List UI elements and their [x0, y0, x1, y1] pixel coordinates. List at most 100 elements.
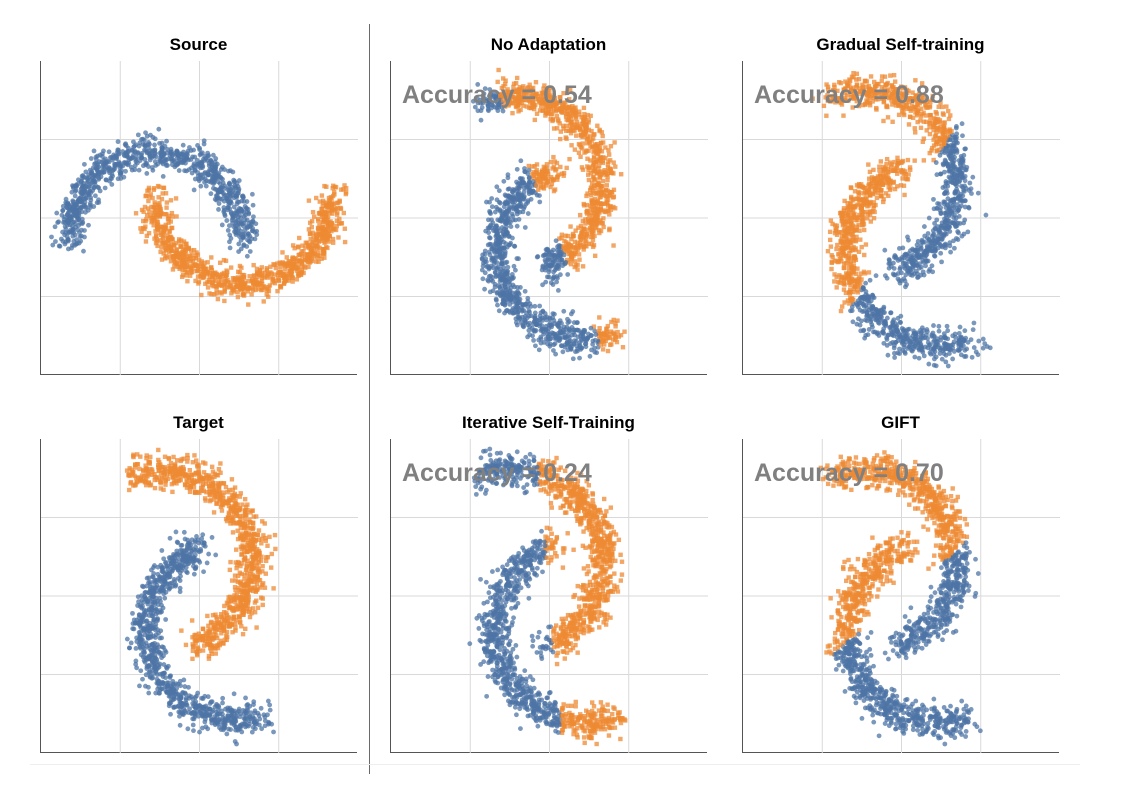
class-1-point	[209, 255, 214, 260]
class-0-point	[491, 248, 497, 254]
class-1-point	[573, 125, 578, 130]
class-1-point	[289, 265, 295, 270]
class-0-point	[494, 100, 500, 106]
class-1-point	[241, 276, 246, 281]
class-1-point	[859, 212, 865, 218]
class-1-point	[877, 174, 883, 179]
class-0-point	[498, 266, 503, 272]
class-1-point	[168, 219, 173, 224]
class-1-point	[591, 154, 597, 159]
class-1-point	[850, 105, 855, 110]
class-0-point	[83, 209, 88, 215]
class-1-point	[264, 266, 269, 271]
class-1-point	[537, 108, 543, 113]
class-1-point	[565, 118, 571, 123]
class-0-point	[955, 340, 961, 346]
class-0-point	[163, 163, 169, 168]
class-1-point	[541, 181, 546, 186]
class-1-point	[596, 166, 601, 171]
class-1-point	[299, 261, 305, 266]
class-1-point	[854, 71, 860, 76]
class-1-point	[579, 165, 585, 170]
class-1-point	[544, 87, 549, 93]
class-1-point	[290, 275, 295, 280]
class-1-point	[861, 218, 866, 223]
class-0-point	[505, 210, 511, 216]
class-1-point	[584, 231, 589, 237]
class-1-point	[503, 78, 508, 83]
class-0-point	[129, 147, 135, 153]
class-1-point	[568, 116, 574, 121]
class-1-point	[318, 225, 323, 231]
class-0-point	[60, 229, 65, 235]
class-1-point	[508, 100, 513, 106]
class-1-point	[542, 90, 547, 95]
class-1-point	[846, 265, 852, 271]
class-1-point	[588, 170, 593, 176]
class-1-point	[194, 268, 199, 274]
class-1-point	[225, 284, 230, 290]
class-1-point	[502, 104, 508, 109]
class-0-point	[876, 333, 882, 338]
class-1-point	[868, 192, 873, 198]
class-1-point	[842, 261, 847, 267]
class-0-point	[247, 239, 253, 245]
class-1-point	[155, 219, 160, 225]
class-1-point	[894, 163, 900, 168]
class-1-point	[228, 280, 233, 285]
class-1-point	[159, 211, 164, 216]
class-1-point	[573, 228, 578, 233]
class-0-point	[224, 218, 230, 223]
class-1-point	[159, 257, 165, 262]
class-1-point	[236, 269, 241, 274]
class-0-point	[479, 256, 485, 261]
class-0-point	[93, 157, 99, 162]
class-1-point	[587, 188, 593, 193]
class-1-point	[516, 93, 521, 98]
class-1-point	[580, 234, 585, 239]
class-1-point	[576, 124, 581, 129]
class-1-point	[844, 93, 850, 98]
class-1-point	[571, 128, 576, 133]
class-0-point	[78, 179, 84, 185]
class-0-point	[244, 253, 250, 259]
class-1-point	[251, 274, 256, 279]
class-0-point	[501, 178, 507, 184]
class-1-point	[613, 206, 618, 211]
class-1-point	[160, 191, 165, 196]
class-1-point	[850, 232, 856, 237]
class-1-point	[184, 273, 189, 278]
class-1-point	[851, 259, 857, 264]
class-1-point	[525, 86, 530, 91]
class-1-point	[839, 275, 844, 280]
class-1-point	[278, 264, 283, 270]
class-0-point	[855, 316, 861, 322]
class-1-point	[300, 243, 305, 248]
class-0-point	[563, 332, 568, 338]
class-1-point	[859, 208, 864, 213]
class-1-point	[316, 218, 321, 224]
class-1-point	[853, 271, 859, 276]
class-1-point	[853, 217, 859, 223]
class-1-point	[284, 255, 289, 260]
class-1-point	[235, 277, 240, 283]
class-1-point	[249, 292, 254, 297]
class-0-point	[220, 164, 225, 170]
class-1-point	[315, 236, 320, 241]
class-1-point	[530, 164, 535, 169]
class-1-point	[597, 187, 602, 193]
class-1-point	[857, 215, 862, 220]
class-1-point	[198, 261, 204, 266]
class-0-point	[983, 212, 989, 218]
class-0-point	[233, 226, 239, 232]
class-1-point	[573, 245, 579, 250]
class-1-point	[869, 180, 875, 186]
class-0-point	[562, 344, 568, 350]
class-0-point	[242, 203, 248, 209]
class-1-point	[842, 265, 847, 271]
class-0-point	[551, 348, 556, 353]
class-1-point	[548, 95, 553, 101]
accuracy-label: Accuracy = 0.54	[402, 81, 592, 109]
class-1-point	[558, 129, 564, 134]
class-0-point	[525, 295, 531, 301]
